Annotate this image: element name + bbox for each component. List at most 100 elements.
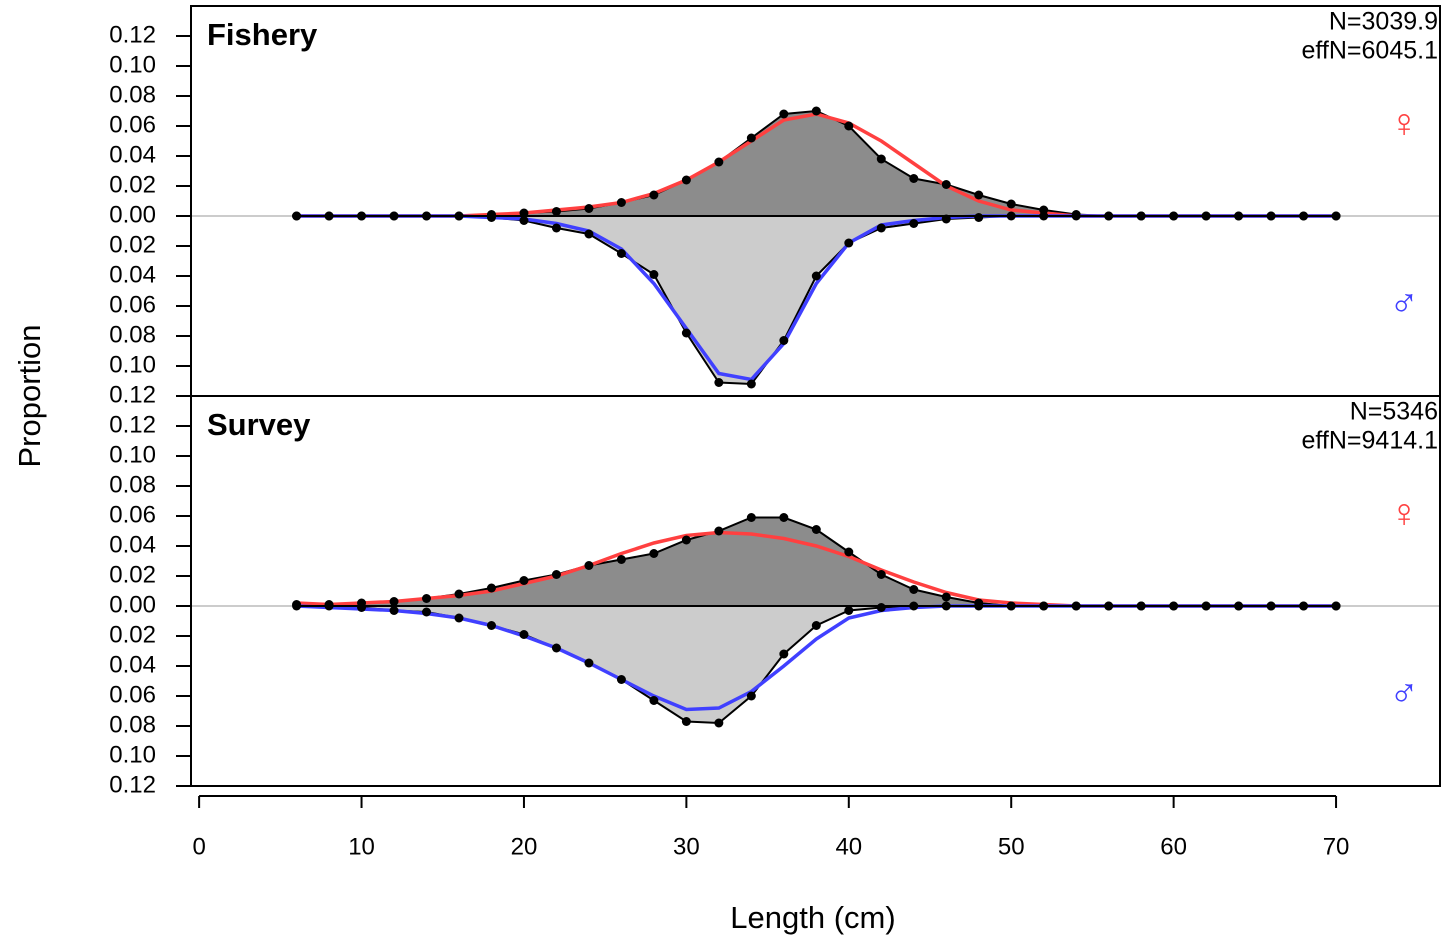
y-tick-label: 0.00 <box>109 201 156 228</box>
observed-point <box>941 592 951 602</box>
y-tick-label: 0.12 <box>109 381 156 408</box>
sex-symbol: ♀ <box>1389 492 1419 536</box>
observed-point <box>746 133 756 143</box>
y-tick-label: 0.02 <box>109 171 156 198</box>
observed-point <box>519 216 529 225</box>
observed-point <box>714 718 724 728</box>
observed-point <box>844 547 854 557</box>
y-tick-label: 0.10 <box>109 351 156 378</box>
panel-frame <box>190 395 1441 787</box>
annotation: effN=6045.1 <box>1302 37 1438 65</box>
observed-point <box>876 223 886 233</box>
observed-point <box>909 174 919 183</box>
observed-point <box>779 649 789 659</box>
observed-point <box>649 696 659 705</box>
observed-point <box>616 555 626 564</box>
observed-point <box>454 589 464 599</box>
observed-point <box>584 561 594 570</box>
panel-title: Survey <box>207 407 311 442</box>
observed-point <box>486 621 496 630</box>
observed-point <box>616 675 626 684</box>
observed-point <box>844 606 854 615</box>
observed-point <box>422 594 432 603</box>
y-tick-label: 0.04 <box>109 651 156 678</box>
observed-point <box>811 271 821 281</box>
observed-point <box>714 526 724 536</box>
x-tick-label: 10 <box>348 833 375 860</box>
observed-point <box>746 513 756 522</box>
observed-area <box>296 216 1337 384</box>
observed-area <box>296 606 1337 723</box>
observed-point <box>519 576 529 585</box>
observed-point <box>551 207 561 216</box>
observed-point <box>974 213 984 222</box>
observed-point <box>876 570 886 579</box>
observed-point <box>811 525 821 534</box>
observed-point <box>389 606 399 615</box>
x-tick-label: 40 <box>835 833 862 860</box>
y-tick-label: 0.06 <box>109 681 156 708</box>
observed-point <box>909 219 919 228</box>
observed-point <box>779 109 789 119</box>
y-tick-label: 0.10 <box>109 51 156 78</box>
observed-point <box>1006 199 1016 209</box>
observed-point <box>649 270 659 279</box>
annotation: effN=9414.1 <box>1302 427 1438 455</box>
observed-point <box>746 691 756 701</box>
y-tick-label: 0.02 <box>109 621 156 648</box>
observed-point <box>616 198 626 207</box>
observed-point <box>519 630 529 639</box>
observed-point <box>811 106 821 116</box>
observed-point <box>486 583 496 593</box>
observed-point <box>909 585 919 594</box>
observed-point <box>681 535 691 545</box>
observed-area <box>296 517 1337 606</box>
observed-point <box>779 513 789 522</box>
y-tick-label: 0.08 <box>109 711 156 738</box>
observed-point <box>876 154 886 164</box>
observed-point <box>714 157 724 167</box>
observed-point <box>389 597 399 606</box>
x-tick-label: 70 <box>1323 833 1350 860</box>
x-tick-label: 30 <box>673 833 700 860</box>
y-tick-label: 0.12 <box>109 771 156 798</box>
panel-title: Fishery <box>207 17 318 52</box>
y-tick-label: 0.06 <box>109 111 156 138</box>
annotation: N=3039.9 <box>1329 8 1438 36</box>
observed-point <box>844 121 854 131</box>
observed-point <box>584 204 594 213</box>
observed-area <box>296 111 1337 216</box>
observed-point <box>486 213 496 222</box>
observed-point <box>876 603 886 612</box>
x-axis-label: Length (cm) <box>730 900 895 935</box>
observed-point <box>941 180 951 189</box>
observed-point <box>422 607 432 617</box>
observed-point <box>681 328 691 338</box>
y-tick-label: 0.08 <box>109 471 156 498</box>
observed-point <box>714 378 724 387</box>
sex-symbol: ♂ <box>1389 282 1419 326</box>
y-tick-label: 0.00 <box>109 591 156 618</box>
observed-point <box>551 643 561 653</box>
x-tick-label: 20 <box>511 833 538 860</box>
observed-point <box>844 238 854 248</box>
y-tick-label: 0.10 <box>109 441 156 468</box>
observed-point <box>616 249 626 258</box>
y-tick-label: 0.08 <box>109 81 156 108</box>
observed-point <box>811 621 821 630</box>
y-tick-label: 0.02 <box>109 561 156 588</box>
y-tick-label: 0.12 <box>109 411 156 438</box>
observed-point <box>551 223 561 233</box>
observed-point <box>681 717 691 726</box>
y-tick-label: 0.06 <box>109 501 156 528</box>
y-tick-label: 0.04 <box>109 141 156 168</box>
observed-point <box>584 658 594 668</box>
y-tick-label: 0.04 <box>109 261 156 288</box>
y-tick-label: 0.08 <box>109 321 156 348</box>
observed-point <box>649 190 659 200</box>
observed-point <box>584 229 594 239</box>
observed-point <box>746 379 756 389</box>
y-tick-label: 0.12 <box>109 21 156 48</box>
observed-point <box>974 190 984 200</box>
y-tick-label: 0.02 <box>109 231 156 258</box>
